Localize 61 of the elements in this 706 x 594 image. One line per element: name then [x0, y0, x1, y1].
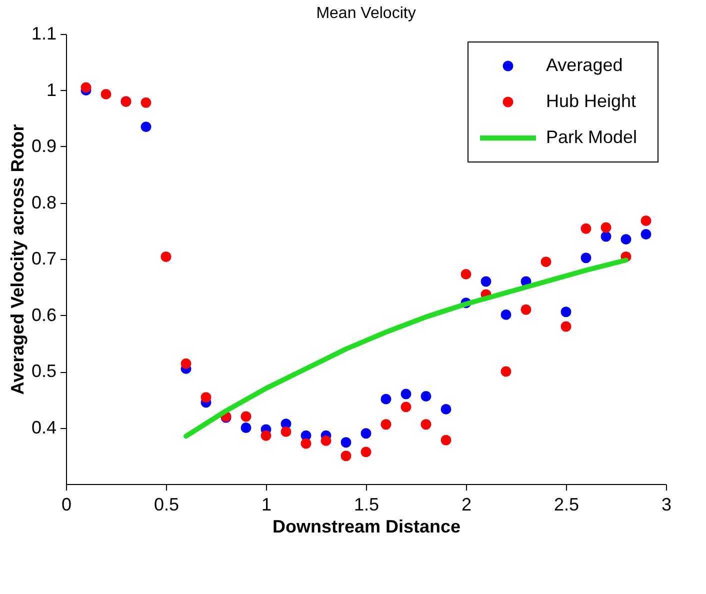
- y-tick-label: 0.8: [31, 192, 56, 212]
- point: [380, 419, 392, 430]
- point: [260, 430, 272, 441]
- point: [520, 304, 532, 315]
- point: [240, 411, 252, 422]
- point: [580, 252, 592, 264]
- legend-label: Hub Height: [546, 91, 636, 111]
- point: [640, 229, 652, 240]
- point: [160, 252, 172, 262]
- x-tick-label: 1.5: [354, 494, 380, 514]
- y-tick-label: 1: [46, 80, 56, 100]
- x-tick-label: 2.5: [554, 494, 580, 514]
- point: [340, 450, 352, 462]
- point: [180, 358, 192, 369]
- point: [540, 256, 552, 268]
- point: [580, 223, 592, 234]
- point: [460, 268, 472, 280]
- point: [80, 82, 92, 93]
- point: [360, 428, 372, 439]
- y-tick-label: 0.5: [31, 361, 56, 381]
- point: [620, 234, 632, 245]
- y-tick-label: 0.6: [31, 304, 56, 325]
- y-tick-label: 1.1: [31, 24, 56, 44]
- point: [420, 391, 432, 402]
- point: [400, 402, 412, 412]
- point: [560, 306, 572, 318]
- legend-label: Averaged: [546, 55, 623, 75]
- x-tick-label: 0: [61, 494, 72, 514]
- y-axis-title: Averaged Velocity across Rotor: [7, 124, 28, 395]
- point: [280, 426, 292, 437]
- point: [140, 122, 152, 132]
- point: [340, 437, 352, 448]
- x-tick-label: 3: [661, 494, 672, 514]
- point: [100, 88, 112, 100]
- point: [240, 422, 252, 433]
- point: [640, 216, 652, 226]
- x-tick-label: 2: [461, 494, 472, 514]
- point: [440, 434, 452, 446]
- point: [480, 276, 492, 287]
- point: [140, 97, 152, 108]
- point: [500, 309, 512, 320]
- point: [320, 435, 332, 446]
- point: [500, 366, 512, 377]
- x-tick-label: 0.5: [154, 494, 180, 514]
- point: [300, 438, 312, 449]
- x-axis-title: Downstream Distance: [272, 516, 461, 536]
- point: [440, 404, 452, 414]
- point: [360, 446, 372, 458]
- point: [200, 392, 212, 403]
- legend-label: Park Model: [546, 127, 638, 147]
- point: [600, 231, 612, 242]
- point: [600, 222, 612, 233]
- point: [560, 321, 572, 332]
- point: [380, 394, 392, 404]
- point: [400, 388, 412, 400]
- x-tick-label: 1: [261, 494, 272, 514]
- chart-title: Mean Velocity: [316, 5, 416, 22]
- y-tick-label: 0.4: [31, 417, 56, 438]
- point: [420, 419, 432, 430]
- y-tick-label: 0.7: [31, 248, 56, 268]
- y-tick-label: 0.9: [31, 136, 56, 156]
